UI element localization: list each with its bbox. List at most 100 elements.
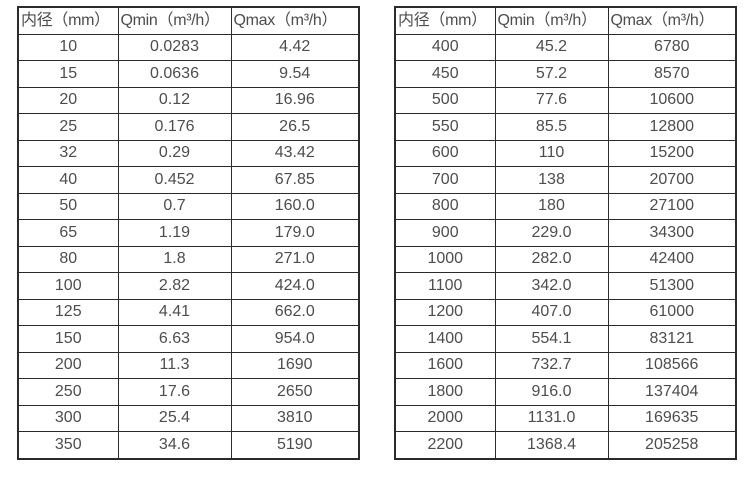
- table-cell: 67.85: [230, 166, 360, 194]
- table-row: 250 17.6 2650: [17, 378, 360, 406]
- table-cell: 57.2: [494, 60, 609, 88]
- table-row: 32 0.29 43.42: [17, 139, 360, 167]
- table-cell: 0.7: [117, 192, 232, 220]
- table-cell: 550: [394, 113, 496, 141]
- table-row: 800 180 27100: [394, 192, 737, 220]
- table-cell: 732.7: [494, 351, 609, 379]
- table-row: 100 2.82 424.0: [17, 272, 360, 300]
- table-row: 10 0.0283 4.42: [17, 33, 360, 61]
- flow-rate-tables-container: 内径（mm） Qmin（m³/h） Qmax（m³/h） 10 0.0283 4.42 15…: [17, 6, 737, 460]
- header-row: 内径（mm） Qmin（m³/h） Qmax（m³/h）: [394, 6, 737, 35]
- table-cell: 916.0: [494, 378, 609, 406]
- table-cell: 3810: [230, 404, 360, 432]
- table-cell: 1600: [394, 351, 496, 379]
- table-row: 150 6.63 954.0: [17, 325, 360, 353]
- table-cell: 0.29: [117, 139, 232, 167]
- table-row: 500 77.6 10600: [394, 86, 737, 114]
- table-cell: 271.0: [230, 245, 360, 273]
- table-cell: 4.41: [117, 298, 232, 326]
- table-cell: 80: [17, 245, 119, 273]
- table-cell: 20: [17, 86, 119, 114]
- table-cell: 205258: [607, 431, 737, 459]
- table-cell: 32: [17, 139, 119, 167]
- table-cell: 43.42: [230, 139, 360, 167]
- table-cell: 26.5: [230, 113, 360, 141]
- table-cell: 600: [394, 139, 496, 167]
- table-cell: 65: [17, 219, 119, 247]
- table-cell: 662.0: [230, 298, 360, 326]
- table-row: 300 25.4 3810: [17, 404, 360, 432]
- table-cell: 0.0636: [117, 60, 232, 88]
- table-row: 1000 282.0 42400: [394, 245, 737, 273]
- table-row: 1400 554.1 83121: [394, 325, 737, 353]
- table-cell: 25.4: [117, 404, 232, 432]
- table-cell: 10600: [607, 86, 737, 114]
- table-cell: 2200: [394, 431, 496, 459]
- table-cell: 15: [17, 60, 119, 88]
- table-row: 50 0.7 160.0: [17, 192, 360, 220]
- table-row: 350 34.6 5190: [17, 431, 360, 459]
- table-cell: 424.0: [230, 272, 360, 300]
- table-row: 550 85.5 12800: [394, 113, 737, 141]
- table-cell: 40: [17, 166, 119, 194]
- table-cell: 180: [494, 192, 609, 220]
- table-row: 1100 342.0 51300: [394, 272, 737, 300]
- table-cell: 137404: [607, 378, 737, 406]
- table-cell: 0.452: [117, 166, 232, 194]
- table-cell: 17.6: [117, 378, 232, 406]
- table-cell: 8570: [607, 60, 737, 88]
- table-cell: 108566: [607, 351, 737, 379]
- table-cell: 4.42: [230, 33, 360, 61]
- table-cell: 10: [17, 33, 119, 61]
- table-row: 2200 1368.4 205258: [394, 431, 737, 459]
- table-cell: 150: [17, 325, 119, 353]
- table-row: 700 138 20700: [394, 166, 737, 194]
- table-cell: 45.2: [494, 33, 609, 61]
- flow-rate-table-small-diameters: 内径（mm） Qmin（m³/h） Qmax（m³/h） 10 0.0283 4.42 15…: [17, 6, 360, 460]
- table-cell: 2650: [230, 378, 360, 406]
- table-cell: 200: [17, 351, 119, 379]
- table-cell: 450: [394, 60, 496, 88]
- table-cell: 229.0: [494, 219, 609, 247]
- table-row: 65 1.19 179.0: [17, 219, 360, 247]
- column-header: Qmin（m³/h）: [117, 6, 232, 35]
- table-cell: 1200: [394, 298, 496, 326]
- table-cell: 6780: [607, 33, 737, 61]
- table-cell: 42400: [607, 245, 737, 273]
- table-cell: 350: [17, 431, 119, 459]
- table-cell: 125: [17, 298, 119, 326]
- table-cell: 12800: [607, 113, 737, 141]
- table-cell: 25: [17, 113, 119, 141]
- table-cell: 282.0: [494, 245, 609, 273]
- table-row: 40 0.452 67.85: [17, 166, 360, 194]
- table-cell: 300: [17, 404, 119, 432]
- table-cell: 954.0: [230, 325, 360, 353]
- table-row: 15 0.0636 9.54: [17, 60, 360, 88]
- table-cell: 100: [17, 272, 119, 300]
- table-cell: 1.19: [117, 219, 232, 247]
- table-cell: 61000: [607, 298, 737, 326]
- table-row: 600 110 15200: [394, 139, 737, 167]
- table-cell: 1.8: [117, 245, 232, 273]
- column-header: 内径（mm）: [394, 6, 496, 35]
- table-row: 900 229.0 34300: [394, 219, 737, 247]
- table-row: 20 0.12 16.96: [17, 86, 360, 114]
- table-cell: 1800: [394, 378, 496, 406]
- table-cell: 400: [394, 33, 496, 61]
- table-cell: 11.3: [117, 351, 232, 379]
- table-cell: 34300: [607, 219, 737, 247]
- table-cell: 1100: [394, 272, 496, 300]
- table-cell: 1000: [394, 245, 496, 273]
- table-row: 1800 916.0 137404: [394, 378, 737, 406]
- table-cell: 179.0: [230, 219, 360, 247]
- table-cell: 554.1: [494, 325, 609, 353]
- table-cell: 15200: [607, 139, 737, 167]
- table-cell: 83121: [607, 325, 737, 353]
- table-cell: 138: [494, 166, 609, 194]
- table-cell: 500: [394, 86, 496, 114]
- header-row: 内径（mm） Qmin（m³/h） Qmax（m³/h）: [17, 6, 360, 35]
- table-cell: 407.0: [494, 298, 609, 326]
- column-header: Qmin（m³/h）: [494, 6, 609, 35]
- table-cell: 1368.4: [494, 431, 609, 459]
- table-cell: 0.0283: [117, 33, 232, 61]
